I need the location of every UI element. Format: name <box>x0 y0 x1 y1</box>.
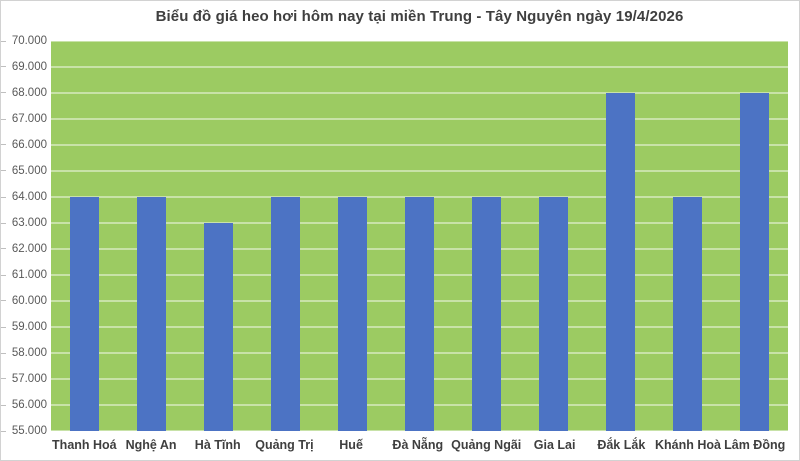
y-axis-tick <box>1 66 6 68</box>
bar-cell <box>386 41 453 431</box>
bar-5 <box>338 197 367 431</box>
bar-cell <box>453 41 520 431</box>
bar-9 <box>606 93 635 431</box>
y-tick-label: 58.000 <box>11 347 47 359</box>
y-tick-label: 60.000 <box>11 294 47 307</box>
y-axis-tick <box>1 352 6 354</box>
gridline <box>51 92 788 94</box>
plot-area <box>51 41 788 431</box>
y-axis-tick <box>1 170 6 172</box>
x-tick-label: Đà Nẵng <box>392 438 444 452</box>
y-tick-label: 70.000 <box>11 35 47 47</box>
y-axis-tick <box>1 300 6 302</box>
y-axis-tick <box>1 118 6 120</box>
y-tick-label: 63.000 <box>11 217 47 229</box>
bar-1 <box>70 197 99 431</box>
bar-3 <box>204 223 233 431</box>
bar-10 <box>673 197 702 431</box>
x-tick-label: Lâm Đồng <box>724 438 786 452</box>
bar-11 <box>740 93 769 431</box>
x-tick-label: Hà Tĩnh <box>194 438 241 452</box>
bar-cell <box>252 41 319 431</box>
x-tick-label: Huế <box>339 438 363 452</box>
gridline <box>51 66 788 68</box>
y-axis-labels: 70.000 69.000 68.000 67.000 66.000 65.000 64.0… <box>1 35 47 437</box>
bar-2 <box>137 197 166 431</box>
y-axis-tick <box>1 404 6 406</box>
y-tick-label: 67.000 <box>11 113 47 125</box>
y-axis-tick <box>1 40 6 42</box>
y-tick-label: 64.000 <box>11 191 47 203</box>
y-axis-tick <box>1 378 6 380</box>
x-tick-label: Quảng Trị <box>255 438 314 452</box>
y-axis-tick <box>1 274 6 276</box>
bar-4 <box>271 197 300 431</box>
y-tick-label: 59.000 <box>11 321 47 333</box>
x-tick-label: Quảng Ngãi <box>451 438 522 452</box>
bar-cell <box>118 41 185 431</box>
bar-6 <box>405 197 434 431</box>
y-tick-label: 55.000 <box>11 425 47 437</box>
gridline <box>51 41 788 42</box>
y-axis-tick <box>1 248 6 250</box>
y-axis-tick <box>1 144 6 146</box>
bar-cell <box>51 41 118 431</box>
chart-title: Biểu đồ giá heo hơi hôm nay tại miền Tru… <box>155 8 684 25</box>
bar-cell <box>721 41 788 431</box>
x-axis-labels: Thanh Hoá Nghệ An Hà Tĩnh Quảng Trị Huế Đà Nẵ… <box>51 438 788 452</box>
y-tick-label: 69.000 <box>11 61 47 73</box>
y-axis-tick-marks <box>1 40 6 432</box>
bar-7 <box>472 197 501 431</box>
y-tick-label: 62.000 <box>11 243 47 255</box>
gridline <box>51 169 788 172</box>
x-tick-label: Đắk Lắk <box>597 438 646 452</box>
y-tick-label: 61.000 <box>11 269 47 281</box>
x-tick-label: Khánh Hoà <box>655 438 721 452</box>
bar-cell <box>587 41 654 431</box>
x-tick-label: Nghệ An <box>125 438 177 452</box>
bar-cell <box>520 41 587 431</box>
y-axis-tick <box>1 430 6 432</box>
bar-cell <box>654 41 721 431</box>
y-tick-label: 56.000 <box>11 399 47 411</box>
y-axis-tick <box>1 222 6 224</box>
y-axis-tick <box>1 326 6 328</box>
gridline <box>51 144 788 146</box>
bar-cell <box>185 41 252 431</box>
y-axis-tick <box>1 196 6 198</box>
y-axis-tick <box>1 92 6 94</box>
y-tick-label: 57.000 <box>11 373 47 385</box>
y-tick-label: 68.000 <box>11 87 47 99</box>
bars-layer <box>51 41 788 431</box>
x-tick-label: Thanh Hoá <box>52 438 117 452</box>
bar-cell <box>319 41 386 431</box>
y-tick-label: 65.000 <box>11 164 47 177</box>
gridline <box>51 118 788 120</box>
bar-8 <box>539 197 568 431</box>
x-tick-label: Gia Lai <box>533 438 576 452</box>
y-tick-label: 66.000 <box>11 139 47 151</box>
